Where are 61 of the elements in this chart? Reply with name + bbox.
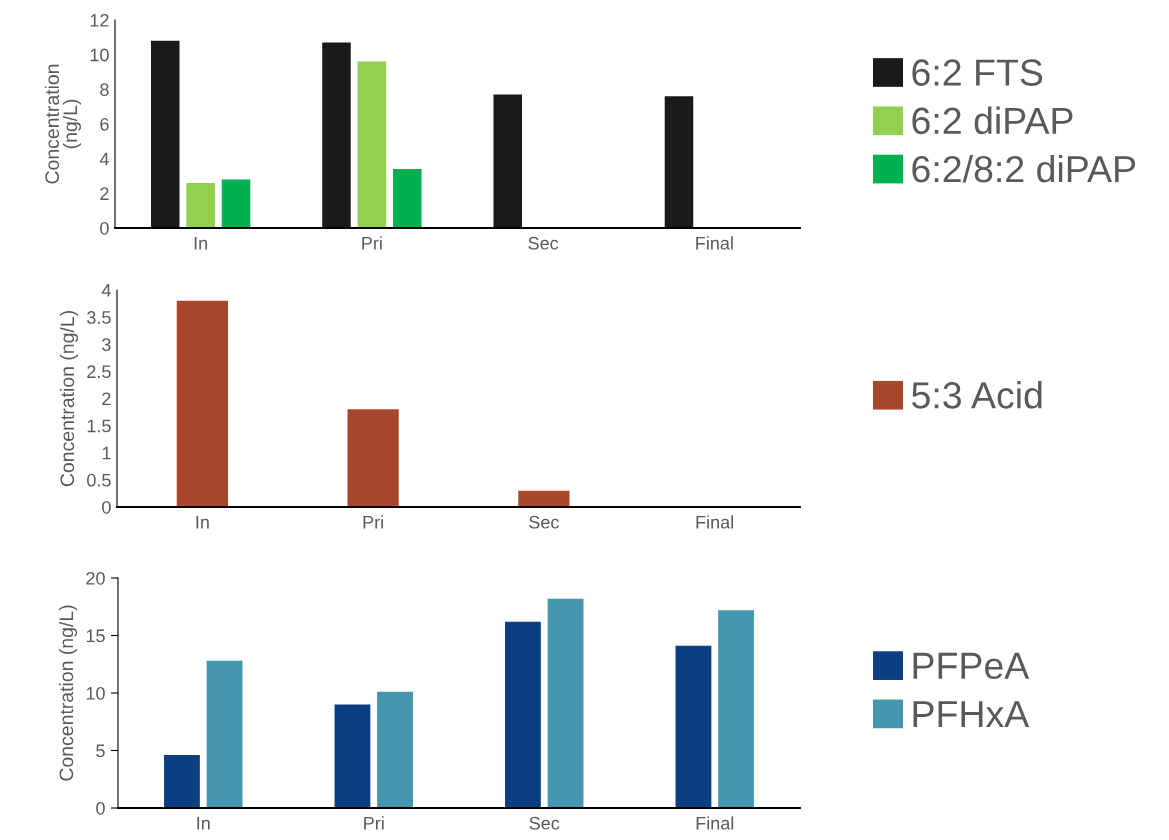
legend-label: PFHxA [913, 701, 1030, 727]
y-tick-label: 8 [100, 83, 109, 97]
x-tick-label: Final [696, 236, 733, 250]
bar [206, 660, 243, 808]
bar [357, 61, 387, 228]
y-tick-label: 0 [102, 500, 111, 514]
y-tick-label: 12 [90, 13, 109, 27]
bar [164, 755, 200, 808]
y-axis-title: Concentration (ng/L) [59, 311, 79, 487]
x-tick-label: Pri [363, 515, 383, 529]
y-tick-label: 10 [86, 686, 105, 700]
y-tick-label: 15 [86, 629, 105, 643]
y-axis-title: Concentration (ng/L) [58, 605, 78, 781]
x-tick-label: Pri [362, 236, 382, 250]
bar [664, 96, 694, 228]
bar [505, 621, 541, 808]
bar [675, 645, 712, 808]
bar [377, 691, 413, 808]
y-tick-label: 3.5 [87, 311, 111, 324]
y-tick-label: 0.5 [87, 473, 111, 487]
y-tick-label: 2 [100, 187, 109, 200]
y-tick-label: 1.5 [87, 419, 111, 433]
x-tick-label: In [194, 237, 207, 250]
bar [221, 179, 251, 228]
legend-label: 5:3 Acid [912, 381, 1042, 409]
bar [393, 169, 422, 228]
x-tick-label: Final [696, 515, 733, 529]
y-tick-label: 4 [99, 152, 109, 166]
bar [186, 182, 215, 228]
y-tick-label: 2 [102, 392, 111, 406]
legend-label: 6:2/8:2 diPAP [912, 154, 1136, 183]
y-tick-label: 5 [96, 744, 105, 758]
x-tick-label: Sec [529, 816, 560, 830]
y-axis-title: Concentration (ng/L) [44, 64, 82, 184]
y-tick-label: 10 [90, 48, 109, 62]
x-tick-label: In [197, 817, 210, 830]
legend-label: 6:2 FTS [912, 59, 1043, 86]
y-tick-label: 6 [100, 117, 109, 131]
bar [493, 94, 522, 228]
x-tick-label: Sec [529, 515, 559, 529]
y-tick-label: 0 [100, 221, 109, 235]
y-tick-label: 0 [96, 801, 105, 815]
x-tick-label: Pri [364, 816, 384, 830]
x-tick-label: In [196, 516, 209, 529]
y-tick-label: 3 [102, 338, 111, 351]
bar [150, 40, 180, 228]
legend-label: PFPeA [913, 652, 1030, 680]
y-tick-label: 1 [102, 446, 111, 460]
y-tick-label: 20 [86, 571, 105, 585]
bar [334, 704, 371, 808]
bar [347, 409, 399, 507]
bar [176, 300, 228, 507]
y-tick-label: 4 [101, 284, 111, 297]
bar [547, 598, 584, 808]
bar [322, 42, 351, 228]
legend-label: 6:2 diPAP [912, 106, 1073, 135]
x-tick-label: Sec [528, 236, 559, 250]
x-tick-label: Final [696, 816, 734, 830]
bar [718, 610, 754, 808]
y-tick-label: 2.5 [87, 365, 111, 379]
bar [518, 490, 570, 507]
